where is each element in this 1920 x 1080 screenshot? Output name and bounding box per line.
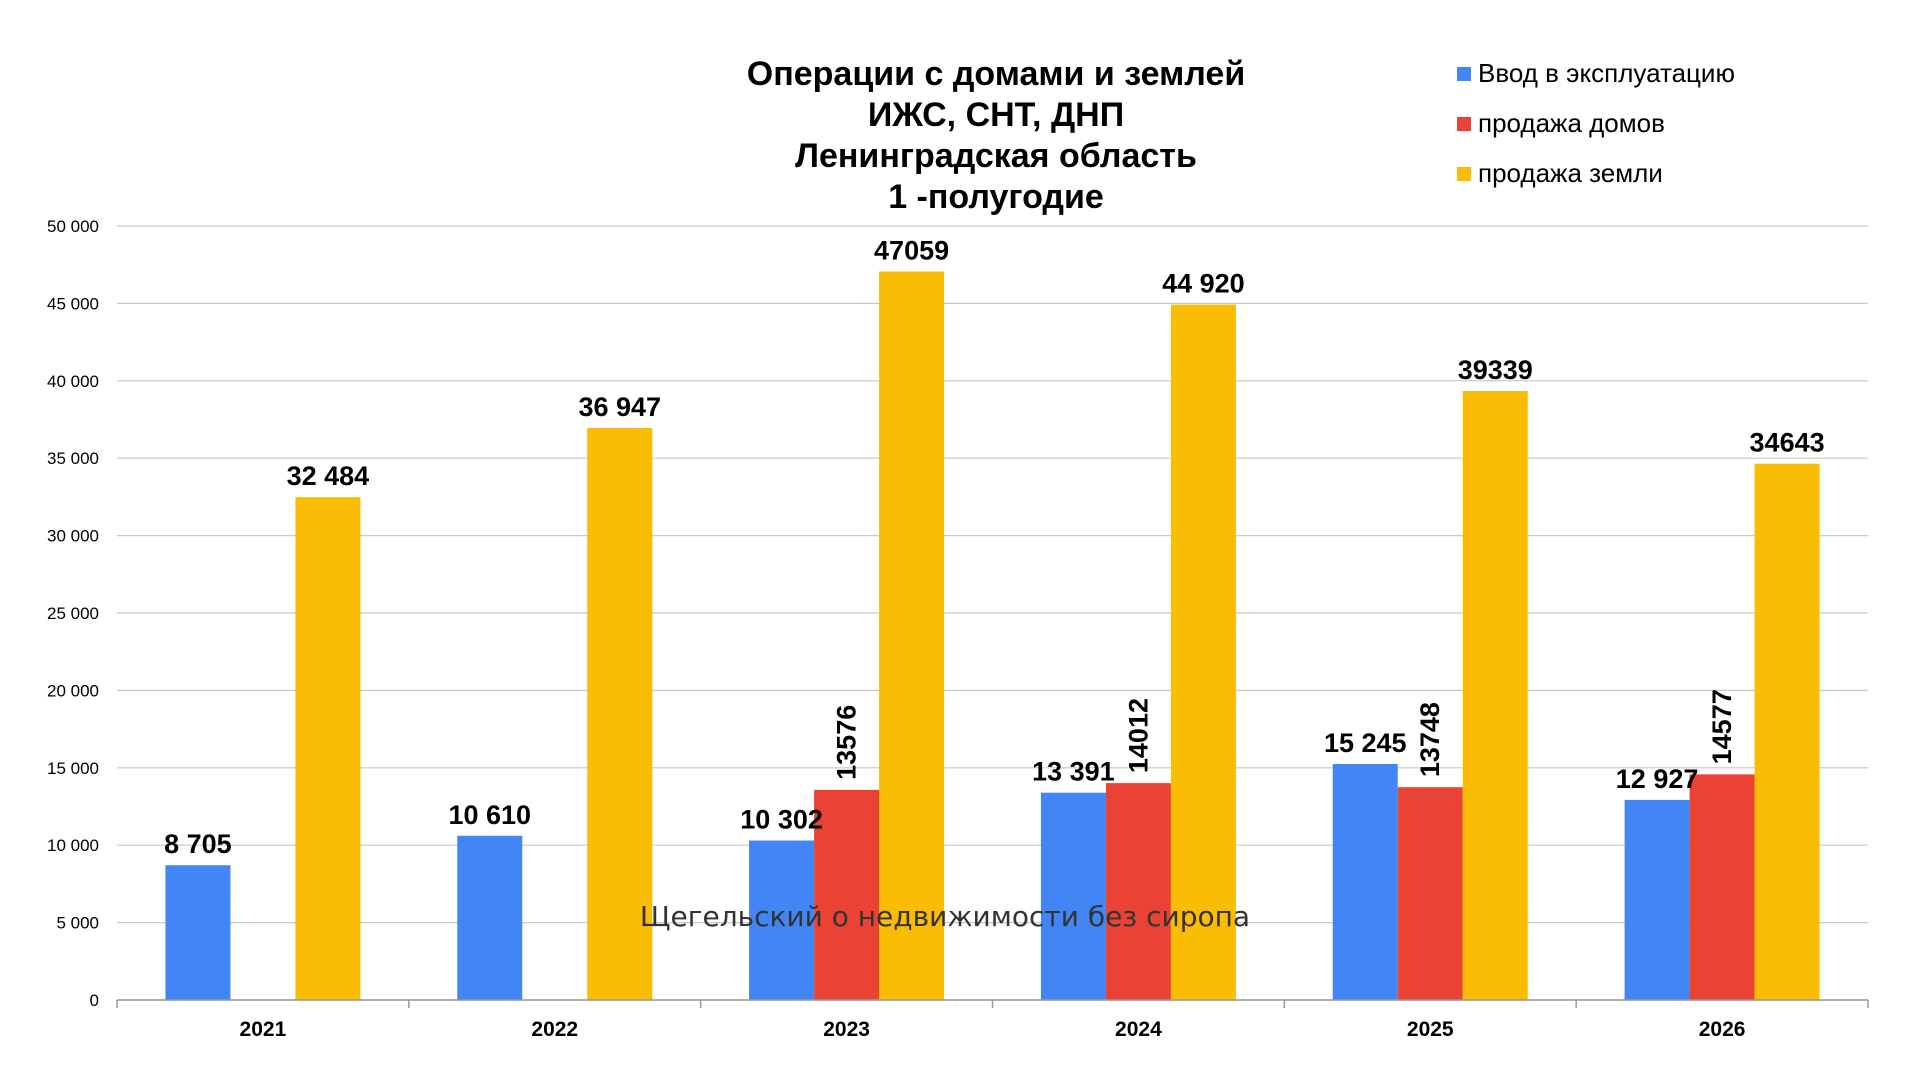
- chart-title-line: Операции с домами и землей: [747, 55, 1245, 93]
- bar: [165, 865, 231, 1000]
- y-tick-label: 45 000: [47, 294, 99, 313]
- legend: Ввод в эксплуатацию продажа домов продажа …: [1457, 58, 1735, 188]
- data-label: 13748: [1415, 702, 1445, 777]
- y-tick-label: 20 000: [47, 681, 99, 700]
- legend-swatch: [1457, 167, 1471, 181]
- data-label: 13576: [832, 705, 862, 780]
- data-label: 12 927: [1616, 764, 1699, 794]
- bar: [295, 497, 361, 1000]
- bar: [1689, 774, 1755, 1000]
- x-axis: [116, 999, 1869, 1008]
- y-tick-label: 5 000: [56, 914, 99, 933]
- bar: [879, 271, 945, 1000]
- x-tick-label: 2025: [1407, 1018, 1454, 1041]
- chart-title-line: ИЖС, СНТ, ДНП: [868, 96, 1124, 134]
- bar: [1624, 799, 1690, 1000]
- gridlines: [117, 225, 1868, 1001]
- x-tick-label: 2021: [240, 1018, 287, 1041]
- data-label: 10 302: [740, 805, 823, 835]
- data-label: 14577: [1707, 689, 1737, 764]
- data-label: 15 245: [1324, 728, 1407, 758]
- data-label: 10 610: [448, 800, 531, 830]
- data-label: 36 947: [578, 392, 661, 422]
- bar: [1462, 391, 1528, 1000]
- y-tick-label: 30 000: [47, 527, 99, 546]
- chart-title-line: 1 -полугодие: [888, 178, 1104, 216]
- legend-label: продажа домов: [1478, 108, 1665, 138]
- data-label: 44 920: [1162, 269, 1245, 299]
- x-axis-ticks: 2021 2022 2023 2024 2025 2026: [240, 1018, 1746, 1041]
- data-label: 8 705: [164, 829, 232, 859]
- data-label: 13 391: [1032, 757, 1115, 787]
- data-label: 39339: [1458, 355, 1533, 385]
- x-tick-label: 2022: [531, 1018, 578, 1041]
- bar: [1397, 787, 1463, 1000]
- watermark-text: Щегельский о недвижимости без сиропа: [640, 900, 1250, 933]
- legend-swatch: [1457, 67, 1471, 81]
- bar: [814, 789, 880, 1000]
- bar: [749, 840, 815, 1000]
- bar: [1754, 463, 1820, 1001]
- bars: [165, 271, 1820, 1001]
- y-tick-label: 40 000: [47, 372, 99, 391]
- legend-swatch: [1457, 117, 1471, 131]
- bar: [1170, 304, 1236, 1000]
- y-tick-label: 25 000: [47, 604, 99, 623]
- y-tick-label: 10 000: [47, 836, 99, 855]
- legend-label: Ввод в эксплуатацию: [1478, 58, 1735, 88]
- bar: [1105, 783, 1171, 1000]
- y-axis-ticks: 0 5 000 10 000 15 000 20 000 25 000 30 000 35 0…: [47, 217, 99, 1010]
- data-label: 47059: [874, 236, 949, 266]
- data-label: 32 484: [287, 461, 370, 491]
- data-label: 14012: [1123, 698, 1153, 773]
- bar: [457, 835, 523, 1000]
- x-tick-label: 2026: [1699, 1018, 1746, 1041]
- y-tick-label: 35 000: [47, 449, 99, 468]
- y-tick-label: 15 000: [47, 759, 99, 778]
- bar: [1332, 764, 1398, 1000]
- x-tick-label: 2024: [1115, 1018, 1162, 1041]
- x-tick-label: 2023: [823, 1018, 870, 1041]
- bar: [1040, 792, 1106, 1000]
- bar: [587, 428, 653, 1000]
- data-label: 34643: [1750, 428, 1825, 458]
- legend-label: продажа земли: [1478, 158, 1663, 188]
- chart-title-line: Ленинградская область: [795, 137, 1197, 175]
- y-tick-label: 50 000: [47, 217, 99, 236]
- y-tick-label: 0: [90, 991, 99, 1010]
- data-labels: 8 705 32 484 10 610 36 947 10 302 13576 47059 1…: [164, 236, 1825, 860]
